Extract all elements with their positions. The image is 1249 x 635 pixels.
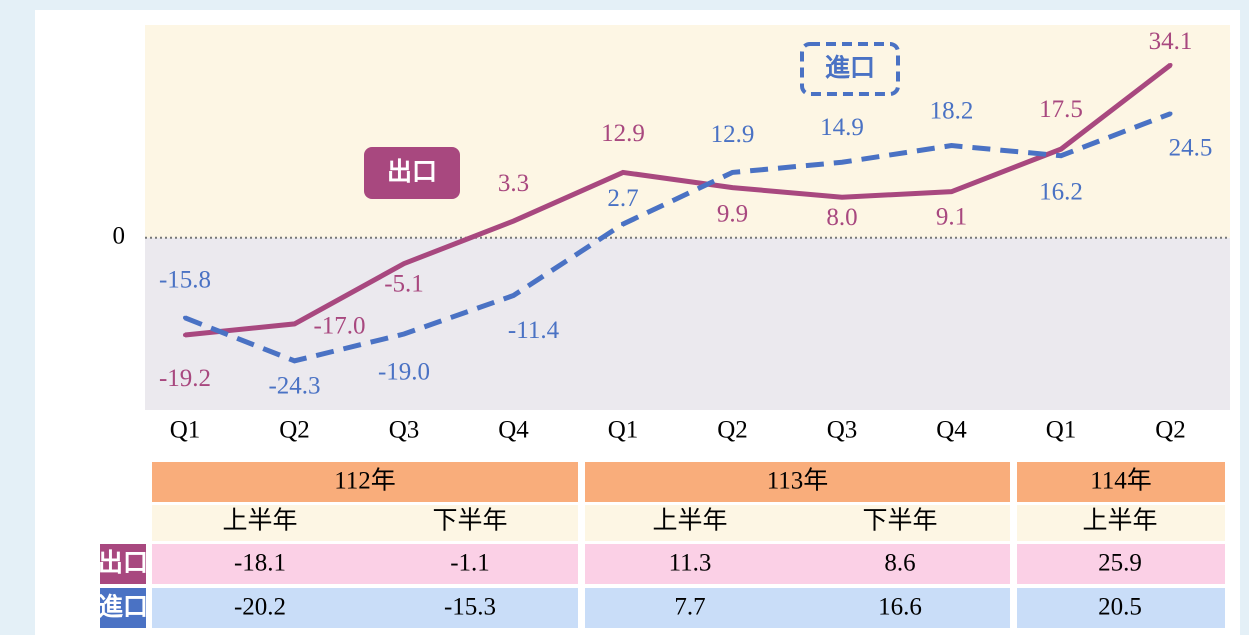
cell-value: 8.6 <box>884 550 915 577</box>
series-line <box>184 111 1172 364</box>
value-label: -19.2 <box>159 365 211 392</box>
year-cell <box>1017 462 1225 502</box>
cell-value: -20.2 <box>234 594 286 621</box>
x-tick-label: Q2 <box>279 417 310 444</box>
row-cell <box>585 588 1010 628</box>
cell-value: -1.1 <box>450 550 490 577</box>
point <box>949 143 954 148</box>
x-tick-label: Q1 <box>608 417 639 444</box>
x-tick-label: Q4 <box>936 417 967 444</box>
x-tick-label: Q1 <box>1046 417 1077 444</box>
point <box>1168 63 1173 68</box>
half-cell <box>1017 505 1225 541</box>
cell-value: -18.1 <box>234 550 286 577</box>
row-label-cell <box>100 544 146 584</box>
value-label: -19.0 <box>378 359 430 386</box>
point <box>402 261 406 266</box>
half-label: 下半年 <box>862 507 937 535</box>
point <box>621 222 625 227</box>
year-label: 113年 <box>767 467 829 495</box>
x-tick-label: Q2 <box>1155 417 1186 444</box>
value-label: -15.8 <box>159 267 211 294</box>
x-tick-label: Q1 <box>170 417 201 444</box>
value-label: 24.5 <box>1169 134 1213 161</box>
row-label: 進口 <box>98 592 148 621</box>
cell-value: 7.7 <box>674 594 705 621</box>
point <box>730 170 735 175</box>
row-cell <box>1017 544 1225 584</box>
legend-box <box>800 42 900 96</box>
value-label: 12.9 <box>711 121 755 148</box>
value-label: 34.1 <box>1149 28 1193 55</box>
cell-value: 11.3 <box>669 550 712 577</box>
value-label: -17.0 <box>313 313 365 340</box>
half-label: 上半年 <box>1082 507 1157 535</box>
year-cell <box>585 462 1010 502</box>
point <box>1059 147 1063 152</box>
point <box>183 315 187 320</box>
value-label: -11.4 <box>508 317 560 344</box>
point <box>183 333 187 338</box>
value-label: 18.2 <box>930 97 974 124</box>
cell-value: 16.6 <box>878 594 922 621</box>
legend-box <box>364 147 460 199</box>
series-line <box>184 63 1173 338</box>
point <box>292 321 297 326</box>
row-cell <box>585 544 1010 584</box>
y-tick-label: 0 <box>113 222 126 249</box>
cell-value: 20.5 <box>1098 594 1142 621</box>
point <box>840 160 844 165</box>
value-label: -5.1 <box>384 270 424 297</box>
positive-area <box>145 25 1230 238</box>
value-label: 12.9 <box>601 120 645 147</box>
point <box>511 293 516 298</box>
point <box>292 358 297 363</box>
cell-value: 25.9 <box>1098 550 1142 577</box>
row-cell <box>1017 588 1225 628</box>
value-label: 17.5 <box>1039 96 1083 123</box>
row-cell <box>152 544 578 584</box>
point <box>1059 153 1063 158</box>
half-label: 上半年 <box>652 507 727 535</box>
value-label: 9.1 <box>936 203 967 230</box>
negative-area <box>145 237 1230 410</box>
value-label: 16.2 <box>1039 178 1083 205</box>
half-label: 上半年 <box>222 507 297 535</box>
point <box>621 170 625 175</box>
x-tick-label: Q3 <box>389 417 420 444</box>
year-label: 114年 <box>1090 467 1152 495</box>
x-tick-label: Q4 <box>498 417 529 444</box>
row-label-cell <box>100 588 146 628</box>
row-cell <box>152 588 578 628</box>
point <box>730 185 735 190</box>
point <box>1168 111 1173 116</box>
point <box>511 219 516 224</box>
point <box>840 195 844 200</box>
cell-value: -15.3 <box>444 594 496 621</box>
value-label: -24.3 <box>268 373 320 400</box>
value-label: 3.3 <box>498 170 529 197</box>
legend-label: 出口 <box>387 157 437 186</box>
year-label: 112年 <box>334 467 396 495</box>
x-tick-label: Q2 <box>717 417 748 444</box>
value-label: 14.9 <box>820 114 864 141</box>
value-label: 2.7 <box>607 185 638 212</box>
half-cell <box>585 505 1010 541</box>
half-cell <box>152 505 578 541</box>
point <box>949 189 954 194</box>
half-label: 下半年 <box>432 507 507 535</box>
x-tick-label: Q3 <box>827 417 858 444</box>
legend-label: 進口 <box>825 53 875 82</box>
point <box>402 332 406 337</box>
value-label: 9.9 <box>717 200 748 227</box>
row-label: 出口 <box>98 548 148 577</box>
value-label: 8.0 <box>826 204 857 231</box>
year-cell <box>152 462 578 502</box>
